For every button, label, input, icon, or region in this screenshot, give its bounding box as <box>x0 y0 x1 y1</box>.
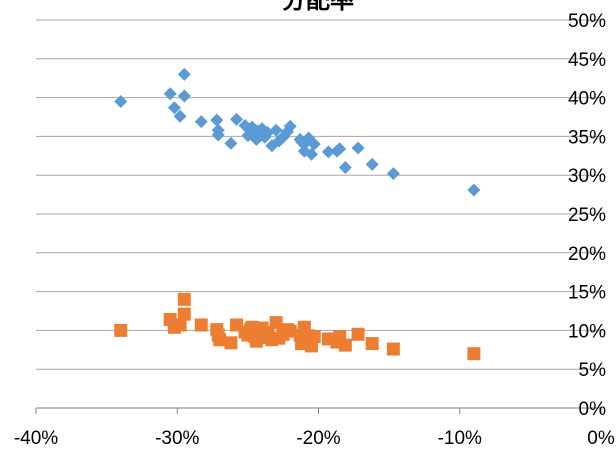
square-point <box>338 338 352 352</box>
diamond-point <box>163 87 177 101</box>
x-tick-label: -20% <box>296 428 340 449</box>
diamond-point <box>467 183 481 197</box>
diamond-point <box>304 147 318 161</box>
y-tick-label: 25% <box>568 205 606 226</box>
y-tick-label: 40% <box>568 89 606 110</box>
chart-title: 分配率 <box>282 0 354 14</box>
y-tick-label: 10% <box>568 321 606 342</box>
y-tick-label: 35% <box>568 127 606 148</box>
square-point <box>467 347 481 361</box>
diamond-point <box>269 123 283 137</box>
diamond-point <box>386 167 400 181</box>
square-point <box>307 330 321 344</box>
diamond-point <box>338 160 352 174</box>
diamond-point <box>321 145 335 159</box>
diamond-point <box>333 142 347 156</box>
x-tick-label: -30% <box>155 428 199 449</box>
y-tick-label: 5% <box>579 360 607 381</box>
square-point <box>283 324 297 338</box>
diamond-point <box>173 109 187 123</box>
y-tick-label: 45% <box>568 50 606 71</box>
diamond-point <box>224 136 238 150</box>
y-tick-label: 20% <box>568 244 606 265</box>
diamond-point <box>351 141 365 155</box>
diamond-point <box>177 89 191 103</box>
series-blue-diamonds <box>114 67 481 197</box>
diamond-point <box>177 67 191 81</box>
x-tick-label: 0% <box>587 428 615 449</box>
square-point <box>365 337 379 351</box>
square-point <box>173 318 187 332</box>
diamond-point <box>167 101 181 115</box>
square-point <box>177 307 191 321</box>
diamond-point <box>365 157 379 171</box>
y-tick-label: 30% <box>568 166 606 187</box>
diamond-point <box>230 112 244 126</box>
square-point <box>351 327 365 341</box>
y-tick-label: 0% <box>579 399 607 420</box>
square-point <box>386 342 400 356</box>
y-tick-label: 15% <box>568 283 606 304</box>
square-point <box>224 336 238 350</box>
square-point <box>177 292 191 306</box>
diamond-point <box>194 115 208 129</box>
diamond-point <box>114 94 128 108</box>
square-point <box>114 323 128 337</box>
square-point <box>213 333 227 347</box>
y-axis: 0% 5% 10% 15% 20% 25% 30% 35% 40% 45% 50% <box>568 11 606 420</box>
x-axis: -40% -30% -20% -10% 0% <box>14 407 615 449</box>
x-tick-label: -40% <box>14 428 58 449</box>
x-tick-label: -10% <box>438 428 482 449</box>
diamond-point <box>283 119 297 133</box>
square-point <box>194 318 208 332</box>
diamond-point <box>211 128 225 142</box>
diamond-point <box>210 113 224 127</box>
series-orange-squares <box>114 292 481 361</box>
y-tick-label: 50% <box>568 11 606 32</box>
square-point <box>269 316 283 330</box>
diamond-point <box>307 137 321 151</box>
gridlines <box>36 19 601 370</box>
